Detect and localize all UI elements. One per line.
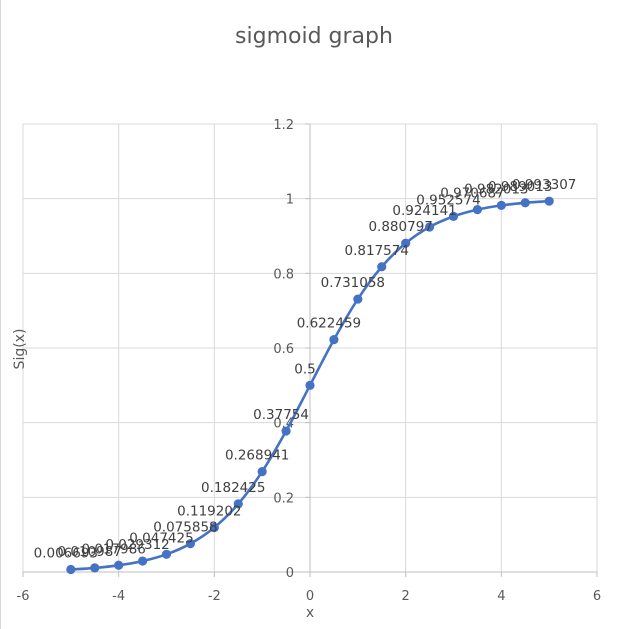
y-tick-label: 0.8 (273, 267, 294, 282)
data-label: 0.924141 (392, 203, 456, 219)
data-point (401, 238, 411, 248)
y-tick-label: 0.6 (273, 342, 294, 357)
data-label: 0.119202 (177, 503, 241, 519)
data-label: 0.029312 (105, 537, 169, 553)
data-point (161, 549, 172, 559)
data-label: 0.37754 (253, 407, 309, 423)
data-label: 0.993307 (512, 177, 576, 193)
data-label: 0.5 (294, 361, 315, 377)
data-point (209, 522, 219, 533)
data-point (329, 335, 339, 345)
data-labels: 0.0066930.0109870.0179860.0293120.047425… (34, 177, 577, 561)
data-label: 0.952574 (416, 192, 480, 208)
data-label: 0.182425 (201, 480, 265, 496)
data-point (424, 222, 435, 232)
data-point (520, 198, 530, 208)
x-tick-label: -6 (17, 589, 30, 604)
data-label: 0.982013 (464, 181, 528, 197)
data-point (448, 211, 459, 221)
data-label: 0.006693 (34, 546, 98, 562)
data-point (137, 556, 148, 566)
data-label: 0.075858 (153, 520, 217, 536)
x-axis-title: x (306, 605, 314, 621)
x-tick-label: -4 (112, 589, 125, 604)
data-point (472, 205, 483, 215)
data-point (114, 560, 124, 570)
data-label: 0.017986 (81, 541, 145, 557)
data-label: 0.268941 (225, 448, 289, 464)
data-point (353, 294, 363, 304)
data-label: 0.622459 (297, 316, 361, 332)
data-point (90, 563, 100, 573)
data-point (496, 200, 506, 210)
data-label: 0.880797 (368, 219, 432, 235)
x-tick-label: 2 (402, 589, 410, 604)
data-label: 0.989013 (488, 179, 552, 195)
y-tick-label: 0 (286, 566, 294, 581)
x-tick-label: 4 (497, 589, 505, 604)
data-point (281, 426, 291, 436)
y-axis-title: Sig(x) (12, 329, 28, 370)
axes (22, 123, 598, 577)
data-point (257, 466, 267, 477)
data-point (305, 380, 315, 390)
data-point (544, 196, 554, 206)
x-tick-label: 0 (306, 589, 314, 604)
y-tick-label: 0.2 (273, 491, 294, 506)
data-label: 0.010987 (58, 544, 122, 560)
y-tick-label: 1 (286, 193, 294, 208)
data-point (233, 499, 243, 509)
data-point (66, 564, 76, 575)
data-point (185, 539, 196, 549)
x-tick-label: -2 (208, 589, 221, 604)
x-tick-label: 6 (593, 589, 601, 604)
series-layer (66, 196, 554, 575)
y-tick-label: 1.2 (273, 118, 294, 133)
data-label: 0.817574 (345, 243, 409, 259)
data-label: 0.047425 (129, 530, 193, 546)
data-point (377, 262, 387, 272)
chart-title: sigmoid graph (235, 24, 393, 49)
data-label: 0.731058 (321, 275, 385, 291)
data-label: 0.970687 (440, 186, 504, 202)
